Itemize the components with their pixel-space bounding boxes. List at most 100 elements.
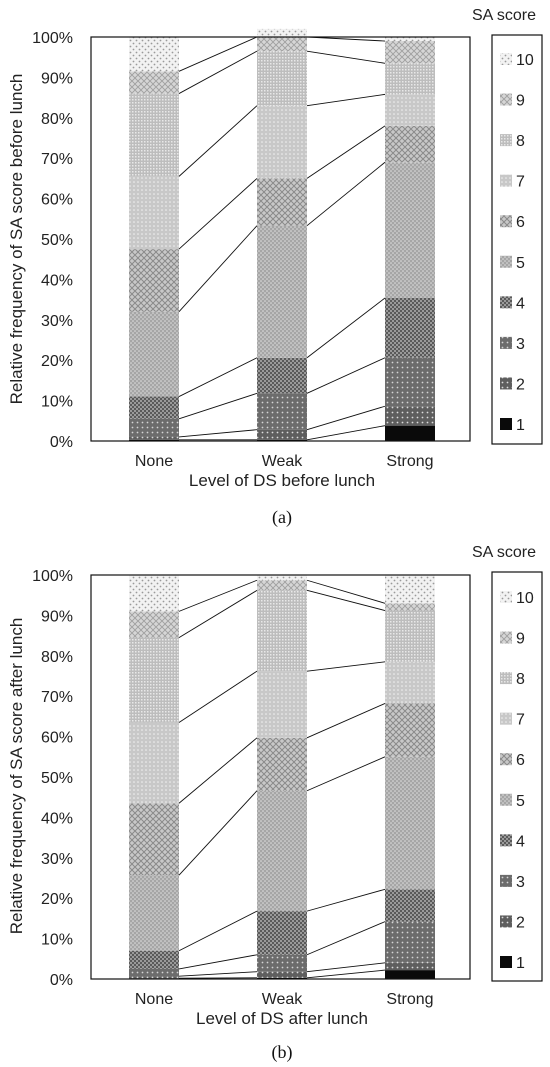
panel-label: (b): [272, 1042, 293, 1063]
bar-segment-score-7: [129, 176, 179, 250]
bar-segment-score-8: [385, 63, 435, 95]
legend-label: 9: [516, 93, 525, 110]
connector-line: [306, 357, 386, 394]
connector-line: [306, 921, 386, 956]
connector-line: [306, 125, 386, 179]
connector-line: [178, 429, 258, 438]
connector-line: [306, 589, 386, 611]
bar-segment-score-7: [385, 661, 435, 704]
bar-segment-score-8: [385, 610, 435, 662]
legend-label: 2: [516, 376, 525, 393]
legend-swatch: [500, 215, 512, 228]
legend-swatch: [500, 53, 512, 65]
connector-line: [306, 962, 386, 973]
legend-label: 3: [516, 874, 525, 891]
legend-label: 8: [516, 133, 525, 150]
chart-panel-b: Relative frequency of SA score after lun…: [7, 544, 543, 1063]
bar-segment-score-10: [385, 37, 435, 42]
bar-segment-score-4: [385, 889, 435, 922]
legend-label: 5: [516, 793, 525, 810]
bar-segment-score-2: [257, 971, 307, 978]
bar-segment-score-5: [385, 162, 435, 298]
connector-line: [178, 225, 258, 313]
bar-segment-score-8: [257, 590, 307, 672]
legend-label: 4: [516, 833, 525, 850]
y-tick-label: 60%: [41, 192, 73, 209]
y-tick-label: 40%: [41, 272, 73, 289]
legend-swatch: [500, 255, 512, 268]
y-tick-labels: 0% 10% 20% 30% 40% 50% 60% 70% 80% 90% 100%: [32, 30, 73, 451]
legend-swatch: [500, 834, 512, 847]
bar-segment-score-7: [257, 671, 307, 738]
legend: 10 9 8 7 6 5 4 3 2 1: [500, 590, 534, 972]
legend-title: SA score: [472, 7, 536, 24]
bar-segment-score-2: [129, 436, 179, 440]
connector-line: [306, 50, 386, 64]
legend-swatch: [500, 174, 512, 187]
connector-line: [306, 661, 386, 672]
connector-line: [178, 579, 258, 612]
bar-segment-score-6: [385, 125, 435, 163]
legend-label: 7: [516, 712, 525, 729]
y-axis-label: Relative frequency of SA score after lun…: [7, 618, 26, 935]
bar-segment-score-1: [257, 439, 307, 441]
connector-line: [306, 579, 386, 604]
bar-segment-score-5: [257, 790, 307, 912]
legend-label: 1: [516, 955, 525, 972]
plot-frame: [90, 36, 471, 442]
bar-segment-score-10: [129, 575, 179, 612]
legend-label: 8: [516, 671, 525, 688]
legend-label: 6: [516, 752, 525, 769]
bar-segment-score-6: [129, 803, 179, 876]
bar-segment-score-2: [385, 406, 435, 426]
y-tick-labels: 0% 10% 20% 30% 40% 50% 60% 70% 80% 90% 100%: [32, 568, 73, 989]
connector-line: [178, 36, 258, 72]
bar-segment-score-2: [385, 962, 435, 971]
bar-segment-score-6: [257, 737, 307, 791]
bar-segment-score-7: [385, 94, 435, 126]
connector-line: [306, 888, 386, 912]
x-tick-label: None: [135, 991, 173, 1008]
y-tick-label: 50%: [41, 770, 73, 787]
bar-segment-score-3: [257, 954, 307, 972]
connector-line: [178, 670, 258, 723]
connector-lines: [178, 579, 386, 979]
legend-title: SA score: [472, 544, 536, 561]
connector-line: [306, 36, 386, 42]
connector-line: [306, 425, 386, 441]
x-tick-label: Weak: [262, 453, 304, 470]
connector-line: [178, 105, 258, 177]
y-tick-label: 20%: [41, 891, 73, 908]
legend-swatch: [500, 134, 512, 147]
legend-swatch: [500, 591, 512, 603]
bar-segment-score-6: [129, 249, 179, 312]
bar-segment-score-1: [385, 425, 435, 441]
y-tick-label: 80%: [41, 649, 73, 666]
stacked-bars: [129, 28, 435, 441]
connector-line: [306, 703, 386, 739]
bar-segment-score-9: [129, 71, 179, 94]
legend-swatch: [500, 631, 512, 644]
bar-segment-score-2: [129, 976, 179, 979]
legend-swatch: [500, 712, 512, 725]
legend-label: 2: [516, 914, 525, 931]
y-tick-label: 100%: [32, 30, 73, 47]
x-tick-labels: None Weak Strong: [135, 991, 434, 1008]
legend-swatch: [500, 753, 512, 766]
legend-swatch: [500, 418, 512, 430]
bar-segment-score-6: [385, 703, 435, 757]
connector-line: [178, 737, 258, 804]
bar-segment-score-9: [257, 37, 307, 52]
bar-segment-score-8: [257, 51, 307, 106]
connector-line: [178, 392, 258, 420]
legend-label: 5: [516, 255, 525, 272]
legend-label: 6: [516, 214, 525, 231]
connector-line: [306, 93, 386, 107]
bar-segment-score-1: [129, 439, 179, 441]
y-axis-label: Relative frequency of SA score before lu…: [7, 74, 26, 405]
bar-segment-score-2: [257, 429, 307, 440]
y-tick-label: 100%: [32, 568, 73, 585]
x-axis-label: Level of DS after lunch: [196, 1009, 368, 1028]
bar-segment-score-7: [129, 722, 179, 804]
